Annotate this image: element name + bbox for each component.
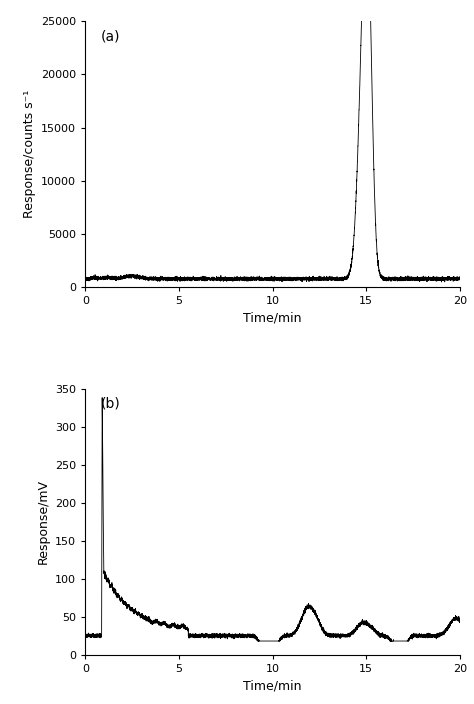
Y-axis label: Response/mV: Response/mV [36,479,50,564]
X-axis label: Time/min: Time/min [243,679,302,692]
Y-axis label: Response/counts s⁻¹: Response/counts s⁻¹ [23,90,36,218]
Text: (b): (b) [100,396,120,410]
X-axis label: Time/min: Time/min [243,312,302,325]
Text: (a): (a) [100,29,120,43]
